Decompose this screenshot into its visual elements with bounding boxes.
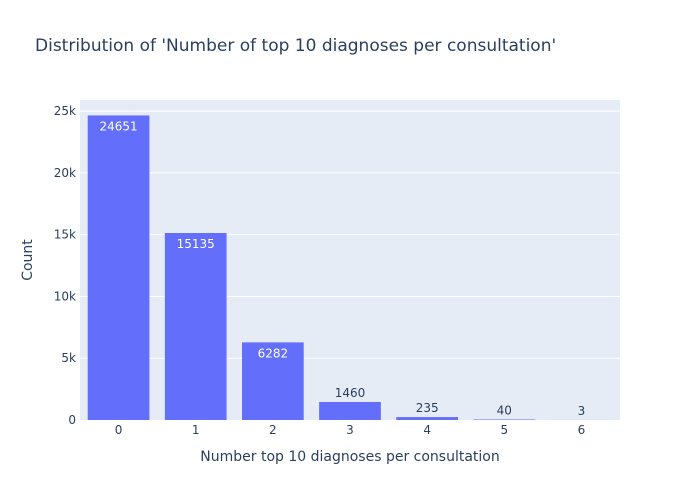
x-axis-title: Number top 10 diagnoses per consultation [200,449,499,465]
x-tick-label: 3 [346,423,354,437]
bar [87,115,150,420]
x-tick-label: 0 [115,423,123,437]
x-tick-label: 6 [578,423,586,437]
y-axis-title: Count [20,239,36,281]
y-tick-label: 15k [54,228,76,242]
y-tick-label: 20k [54,166,76,180]
data-label: 235 [416,401,439,415]
x-tick-label: 4 [423,423,431,437]
data-label: 1460 [335,386,366,400]
tick-labels: 0 5k 10k 15k 20k 25k 0 1 2 3 4 5 6 [54,104,585,437]
bar [396,417,458,420]
y-tick-label: 0 [68,413,76,427]
x-tick-label: 1 [192,423,200,437]
x-tick-label: 5 [500,423,508,437]
chart-title: Distribution of 'Number of top 10 diagno… [35,36,556,56]
y-tick-label: 5k [61,351,76,365]
y-tick-label: 10k [54,289,76,303]
x-tick-label: 2 [269,423,277,437]
data-label: 40 [497,404,512,418]
bars [87,115,613,420]
y-tick-label: 25k [54,104,76,118]
data-label: 6282 [258,346,289,360]
bar [164,233,227,420]
bar [319,401,381,420]
data-labels: 24651 15135 6282 1460 235 40 3 [99,119,585,418]
plot-area [80,100,620,420]
data-label: 3 [578,404,586,418]
data-label: 15135 [177,237,215,251]
data-label: 24651 [99,119,137,133]
bar [242,342,304,420]
